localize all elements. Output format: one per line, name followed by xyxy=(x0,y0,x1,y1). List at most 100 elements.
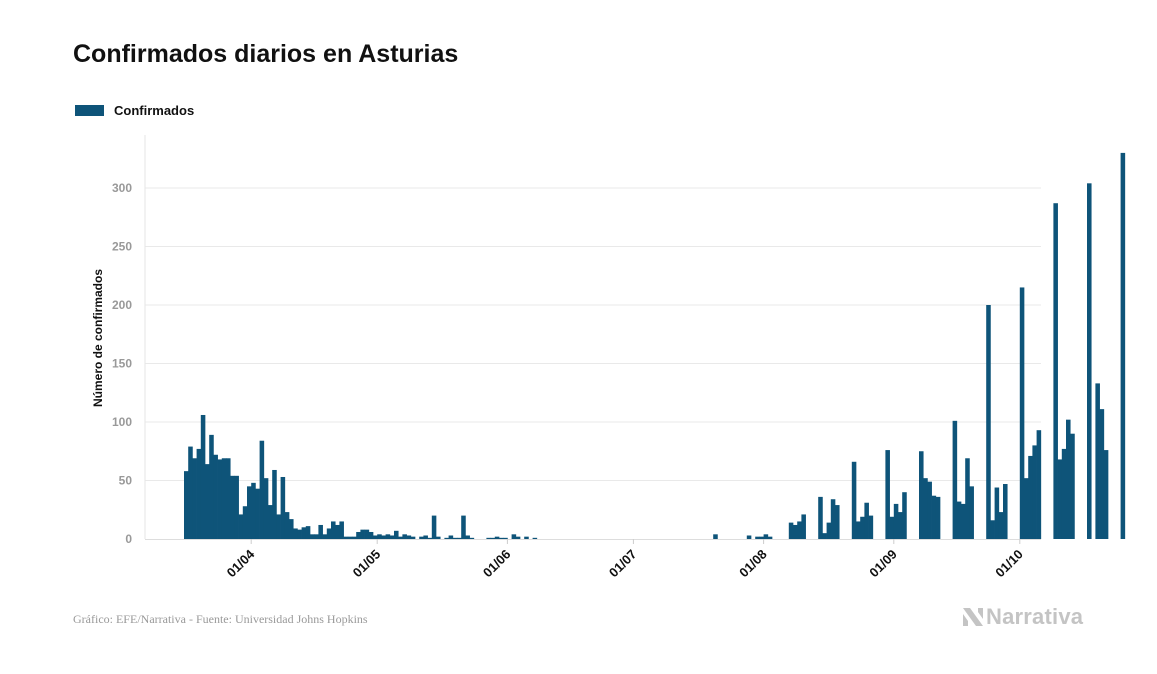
bar xyxy=(221,458,227,539)
bar xyxy=(1087,183,1092,539)
bar xyxy=(213,454,218,539)
bar xyxy=(318,524,323,539)
bar xyxy=(931,495,937,539)
bar xyxy=(196,448,202,539)
bar xyxy=(368,531,374,539)
bar xyxy=(990,520,995,539)
bar xyxy=(263,478,269,539)
bar xyxy=(713,534,718,539)
bar xyxy=(532,537,538,539)
bar xyxy=(335,524,340,539)
bar xyxy=(1070,433,1075,539)
bar xyxy=(444,537,449,539)
bar xyxy=(268,505,273,539)
x-tick-label: 01/09 xyxy=(866,547,900,581)
bar xyxy=(255,488,260,539)
brand-logo: Narrativa xyxy=(962,604,1083,630)
bar xyxy=(465,535,470,539)
bar xyxy=(1120,152,1126,539)
bar xyxy=(389,535,395,539)
bar xyxy=(352,536,357,539)
bar xyxy=(347,536,353,539)
bar xyxy=(746,535,752,539)
bar xyxy=(919,451,924,539)
bar xyxy=(452,537,458,539)
x-tick-label: 01/10 xyxy=(992,547,1026,581)
bar xyxy=(494,536,500,539)
bar xyxy=(230,475,235,539)
chart-title: Confirmados diarios en Asturias xyxy=(73,40,459,68)
bar xyxy=(826,522,832,539)
bar xyxy=(373,535,378,539)
x-tick-label: 01/08 xyxy=(736,547,770,581)
bar xyxy=(314,534,319,539)
bar xyxy=(423,535,428,539)
brand-name: Narrativa xyxy=(986,604,1084,629)
bar xyxy=(511,534,517,539)
legend: Confirmados xyxy=(75,103,194,118)
bar xyxy=(205,464,210,539)
bar xyxy=(956,501,962,539)
x-tick-label: 01/06 xyxy=(480,547,514,581)
bar xyxy=(856,521,861,539)
bar xyxy=(200,414,206,539)
bar xyxy=(209,434,214,539)
bar xyxy=(763,534,769,539)
bar xyxy=(1028,455,1033,539)
bar xyxy=(503,537,508,539)
bar xyxy=(935,496,941,539)
bar xyxy=(339,521,344,539)
y-axis-title: Número de confirmados xyxy=(91,269,105,407)
bar xyxy=(801,514,806,539)
x-tick-label: 01/07 xyxy=(606,547,640,581)
bar xyxy=(1003,484,1008,539)
bar xyxy=(1024,478,1029,539)
legend-swatch xyxy=(75,105,104,116)
bar xyxy=(830,499,836,539)
bar xyxy=(305,526,311,539)
bar xyxy=(1032,445,1037,539)
bar xyxy=(276,514,281,539)
bar xyxy=(272,469,277,539)
bar xyxy=(385,534,391,539)
bar xyxy=(1053,203,1058,539)
bar xyxy=(251,482,256,539)
bar xyxy=(1036,430,1042,539)
bar xyxy=(793,524,798,539)
bar xyxy=(965,458,970,539)
bar xyxy=(1095,383,1100,539)
bar xyxy=(431,515,437,539)
bar xyxy=(797,521,802,539)
x-tick-label: 01/04 xyxy=(224,546,258,580)
bar xyxy=(448,535,454,539)
bar xyxy=(406,535,412,539)
bar xyxy=(952,420,958,539)
bar xyxy=(822,533,827,539)
bar xyxy=(217,459,223,539)
bar xyxy=(326,528,332,539)
bar xyxy=(524,536,529,539)
bar xyxy=(927,481,932,539)
bar xyxy=(788,522,794,539)
bar xyxy=(364,529,370,539)
bar xyxy=(343,536,349,539)
bar xyxy=(1066,419,1071,539)
bar xyxy=(234,475,239,539)
bar xyxy=(490,537,496,539)
bar xyxy=(293,528,298,539)
y-tick-label: 50 xyxy=(119,474,133,488)
bar xyxy=(259,440,265,539)
source-footer: Gráfico: EFE/Narrativa - Fuente: Univers… xyxy=(73,612,368,626)
bar xyxy=(238,514,244,539)
bar xyxy=(499,537,504,539)
bar xyxy=(515,536,521,539)
bar xyxy=(998,512,1004,539)
bar xyxy=(226,458,231,539)
x-tick-label: 01/05 xyxy=(350,547,384,581)
bar xyxy=(986,305,991,539)
bar xyxy=(898,512,903,539)
bar xyxy=(188,446,193,539)
bar xyxy=(1019,287,1025,539)
bar xyxy=(331,521,336,539)
